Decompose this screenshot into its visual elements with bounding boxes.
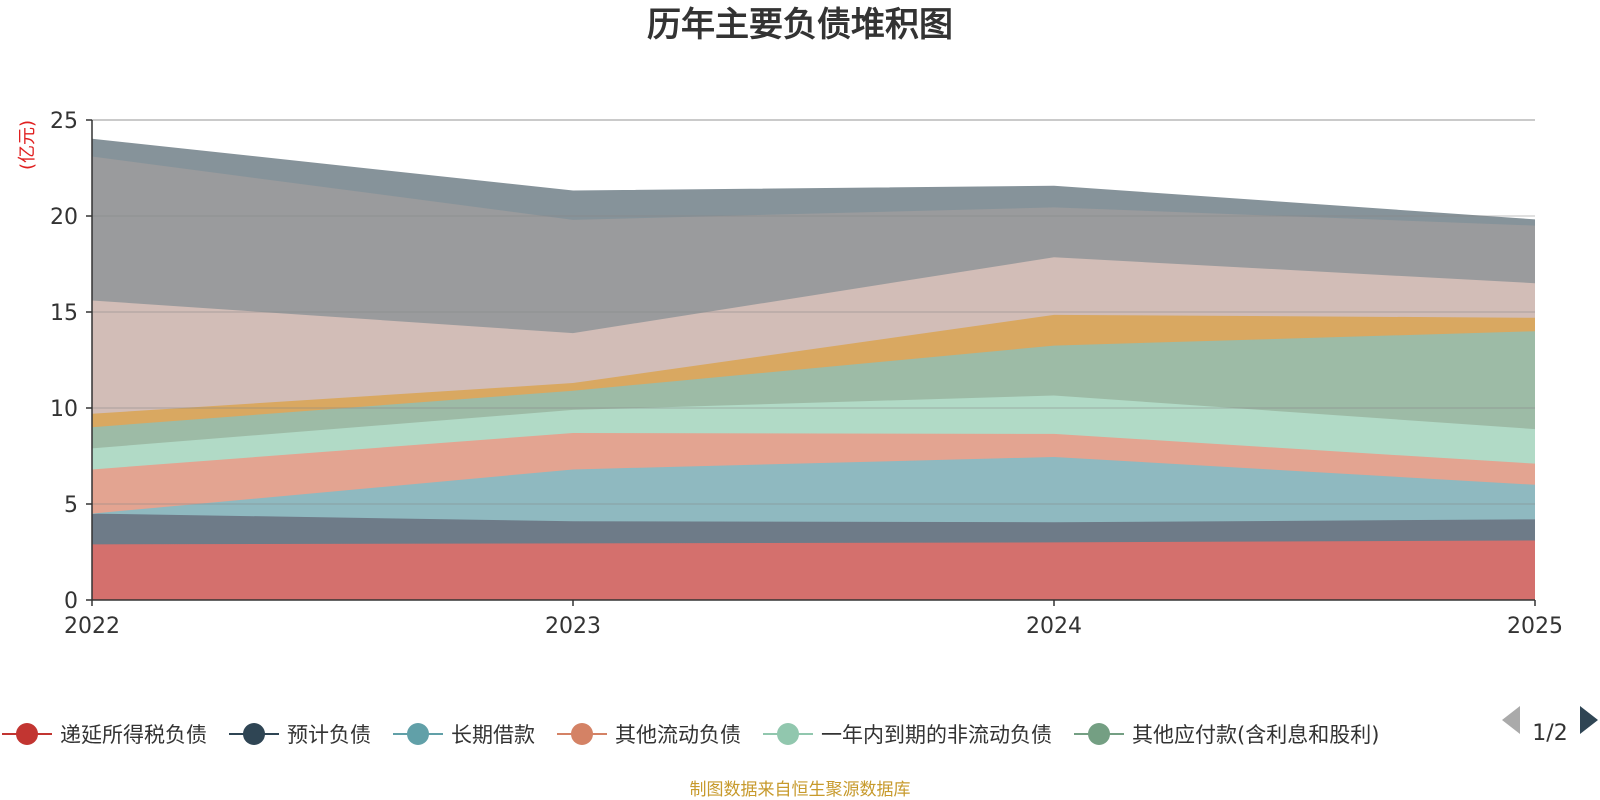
legend-item[interactable]: 其他应付款(含利息和股利) [1074,723,1379,747]
area-series-7[interactable] [92,257,1535,414]
area-series-6[interactable] [92,314,1535,428]
legend-items: 递延所得税负债 预计负债 长期借款 其他流动负债 一年内到期的非流动负债 其他应付款(含利… [2,723,1379,747]
legend-marker-icon [407,723,429,745]
legend-item[interactable]: 预计负债 [229,723,371,747]
data-source-note: 制图数据来自恒生聚源数据库 [690,780,911,800]
y-tick-label: 10 [50,397,78,422]
legend-item[interactable]: 递延所得税负债 [2,723,207,747]
legend-label: 其他应付款(含利息和股利) [1132,723,1379,747]
y-tick-label: 20 [50,205,78,230]
x-tick-label: 2022 [64,614,120,639]
series-line-9 [91,138,1536,221]
legend-item[interactable]: 一年内到期的非流动负债 [763,723,1052,747]
legend-pager[interactable]: 1/2 [1502,706,1598,746]
area-series-4[interactable] [92,395,1535,470]
y-tick-label: 15 [50,301,78,326]
legend-marker-icon [1088,723,1110,745]
y-tick-label: 0 [64,589,78,614]
area-series-2[interactable] [92,456,1535,523]
x-tick-label: 2025 [1507,614,1563,639]
legend-marker-icon [777,723,799,745]
legend-marker-icon [16,723,38,745]
area-series-8[interactable] [92,156,1535,334]
area-series-9[interactable] [92,139,1535,226]
area-series-1[interactable] [92,513,1535,545]
area-series-5[interactable] [92,331,1535,449]
y-tick-label: 5 [64,493,78,518]
legend-prev-page-icon[interactable] [1502,706,1520,734]
area-series-3[interactable] [92,432,1535,514]
legend-next-page-icon[interactable] [1580,706,1598,734]
legend-item[interactable]: 其他流动负债 [557,723,741,747]
legend-label: 长期借款 [451,723,535,747]
legend-label: 其他流动负债 [615,723,741,747]
legend-item[interactable]: 长期借款 [393,723,535,747]
x-tick-label: 2023 [545,614,601,639]
legend-marker-icon [571,723,593,745]
area-layers [91,138,1536,600]
legend-label: 一年内到期的非流动负债 [821,723,1052,747]
y-axis-unit-label: (亿元) [17,120,38,170]
y-tick-label: 25 [50,109,78,134]
legend-label: 预计负债 [287,723,371,747]
legend[interactable]: 递延所得税负债 预计负债 长期借款 其他流动负债 一年内到期的非流动负债 其他应付款(含利… [2,723,1379,747]
legend-label: 递延所得税负债 [60,723,207,747]
legend-page-indicator: 1/2 [1532,721,1567,746]
x-tick-label: 2024 [1026,614,1082,639]
area-series-0[interactable] [92,540,1535,600]
chart-title: 历年主要负债堆积图 [647,5,953,45]
legend-marker-icon [243,723,265,745]
grid-lines [92,119,1535,505]
